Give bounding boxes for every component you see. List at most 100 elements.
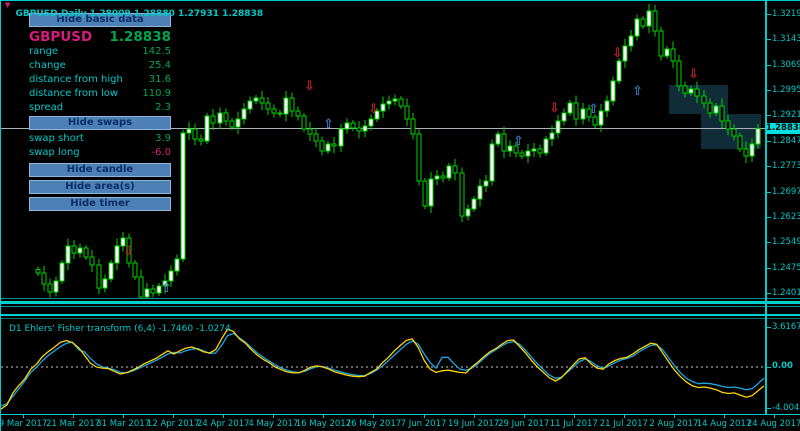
candle [247,100,253,110]
row-label: distance from high [29,74,123,85]
button-hide-basic-data[interactable]: Hide basic data [29,13,171,27]
indicator-axis-label: -4.0046 [772,403,800,413]
candle [531,148,537,152]
candle [325,143,331,152]
candlestick-chart[interactable] [1,1,766,298]
date-axis-label: 9 Mar 2017 [0,419,48,429]
candle [180,132,186,260]
candle [622,45,628,62]
axis-tick [765,14,771,15]
axis-tick [223,415,225,418]
axis-tick [323,415,325,418]
date-axis-label: 31 Mar 2017 [96,419,151,429]
candle [362,125,368,132]
candle [59,262,65,282]
window-divider[interactable] [1,301,800,304]
candle [646,10,652,27]
candle [186,128,192,134]
candle [210,115,216,124]
candle [102,278,108,289]
buy-arrow-icon: ⇧ [513,134,524,149]
indicator-label: D1 Ehlers' Fisher transform (6,4) -1.746… [9,324,231,334]
candle [120,237,126,247]
candle [398,98,404,107]
candle [640,18,646,27]
candle [422,180,428,207]
candle [241,108,247,120]
date-axis-label: 12 Apr 2017 [146,419,200,429]
date-axis-label: 29 Jun 2017 [498,419,550,429]
candle [664,48,670,57]
candle [519,152,525,157]
candle [489,143,495,182]
candle [416,133,422,182]
button-hide-timer[interactable]: Hide timer [29,197,171,211]
axis-tick [523,415,525,418]
axis-tick [765,90,771,92]
panel-row-swap-short: swap short 3.9 [29,132,171,146]
row-label: swap long [29,147,80,158]
panel-row-spread: spread 2.3 [29,101,171,115]
candle [295,110,301,117]
row-label: GBPUSD [29,29,93,45]
candle [150,288,156,294]
candle [483,180,489,187]
candle [319,140,325,152]
button-hide-area-s[interactable]: Hide area(s) [29,180,171,194]
candle [459,172,465,217]
candle [168,270,174,282]
price-axis-label: 1.31433 [772,34,800,45]
fisher-indicator-chart[interactable] [1,323,766,414]
candle [676,60,682,87]
price-axis-label: 1.32193 [772,9,800,19]
candle [313,133,319,142]
candle [477,185,483,200]
date-axis-label: 11 Jul 2017 [549,419,598,429]
divider-line [1,318,800,319]
candle [701,95,707,104]
candle [338,128,344,147]
candle [47,283,53,293]
candle [277,112,283,115]
candle [543,138,549,154]
row-value: 1.28838 [109,29,172,45]
button-hide-candle[interactable]: Hide candle [29,163,171,177]
date-axis-label: 21 Jul 2017 [599,419,648,429]
row-value: 3.9 [155,133,171,144]
axis-tick [473,415,475,418]
axis-tick [765,267,771,269]
price-axis-label: 1.26973 [772,186,800,197]
info-panel: Hide basic data GBPUSD 1.28838 range 142.5 ch… [29,12,171,213]
price-axis-label: 1.26233 [772,211,800,222]
axis-tick [765,292,771,294]
candle [471,198,477,210]
candle [132,262,138,278]
row-value: 2.3 [155,102,171,113]
date-axis-border [1,414,800,415]
row-value: 110.9 [142,88,171,99]
axis-tick [765,191,771,193]
candle [259,97,265,104]
candle [452,165,458,174]
axis-tick [173,415,175,418]
candle [495,133,501,145]
panel-row-change: change 25.4 [29,59,171,73]
symbol-dropdown-icon[interactable]: ▼ [5,1,11,9]
button-hide-swaps[interactable]: Hide swaps [29,116,171,130]
buy-arrow-icon: ⇧ [632,84,643,99]
candle [513,145,519,154]
date-axis-label: 26 May 2017 [345,419,402,429]
candle [174,258,180,272]
row-label: distance from low [29,88,119,99]
candle [289,97,295,112]
candle [749,143,755,157]
candle [440,175,446,179]
candle [731,128,737,137]
row-label: swap short [29,133,84,144]
panel-row-distance-from-high: distance from high 31.6 [29,73,171,87]
axis-tick [765,39,771,41]
chart-title: GBPUSD,Daily 1.28009 1.28880 1.27931 1.2… [15,9,264,19]
candle [465,208,471,217]
price-axis-label: 1.29213 [772,110,800,121]
highlight-area [701,114,761,149]
